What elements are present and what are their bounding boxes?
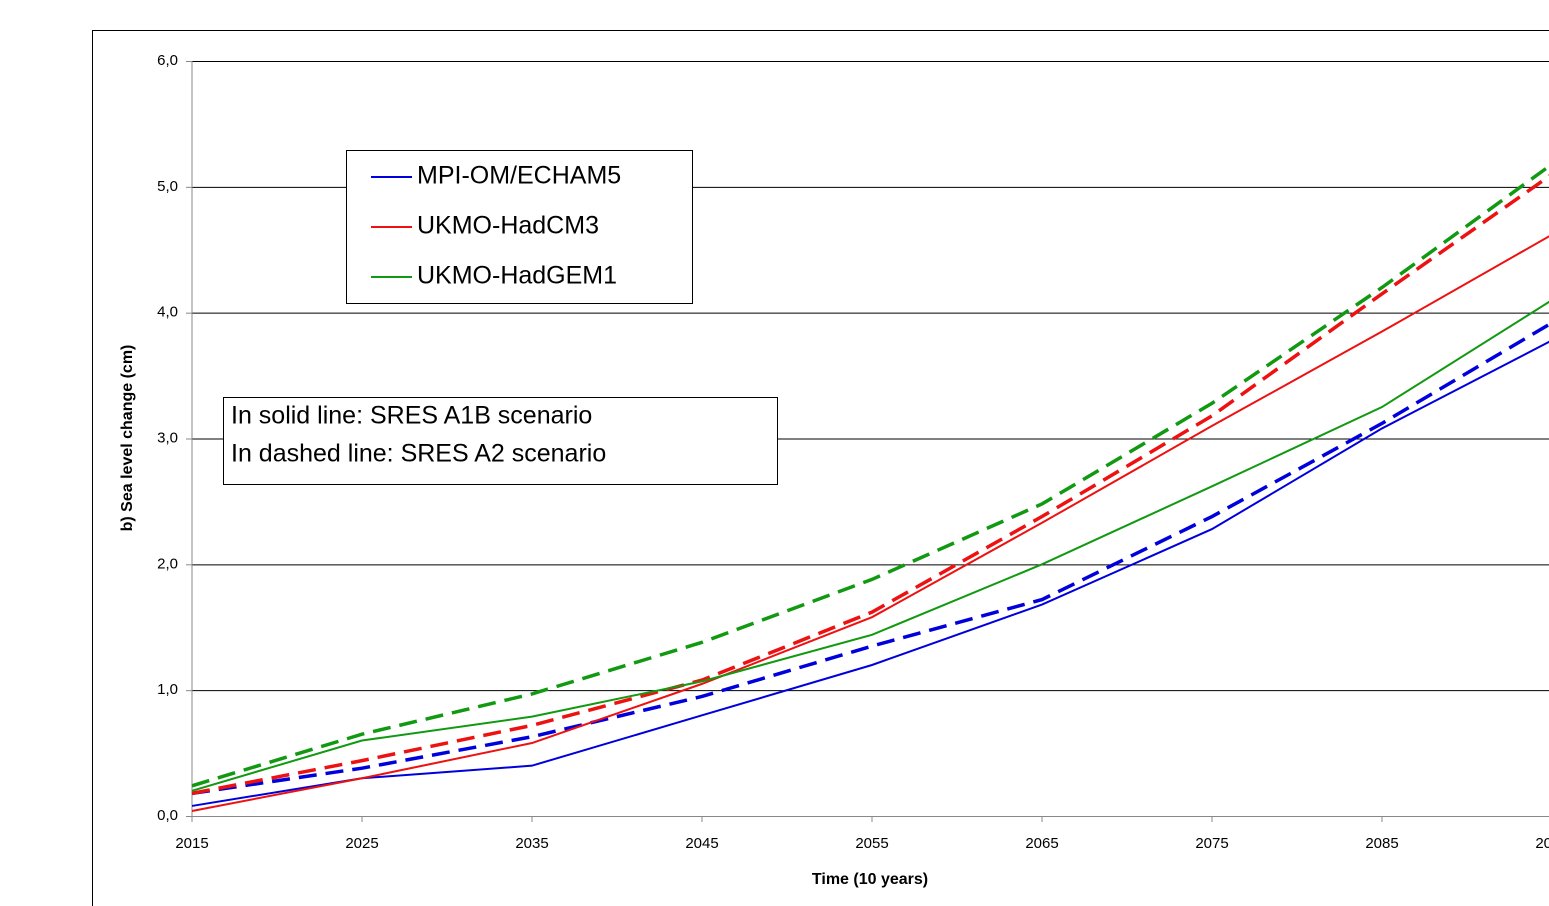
x-tick-label: 2045 (685, 835, 718, 852)
series-line (191, 235, 1549, 812)
legend-label: UKMO-HadGEM1 (417, 262, 617, 290)
note-line: In dashed line: SRES A2 scenario (231, 440, 606, 468)
note: In solid line: SRES A1B scenario In dash… (223, 397, 778, 485)
chart-frame (92, 30, 1549, 906)
y-tick-label: 1,0 (157, 681, 178, 698)
y-tick-label: 5,0 (157, 178, 178, 195)
x-tick-label: 2065 (1025, 835, 1058, 852)
series-line (191, 340, 1549, 807)
lines (191, 164, 1549, 812)
dashed-series-line (191, 174, 1549, 796)
x-tick-label: 2055 (855, 835, 888, 852)
x-tick-label: 2015 (175, 835, 208, 852)
note-box (223, 397, 778, 485)
legend-label: MPI-OM/ECHAM5 (417, 162, 621, 190)
x-tick-label: 2035 (515, 835, 548, 852)
legend: MPI-OM/ECHAM5 UKMO-HadCM3 UKMO-HadGEM1 (346, 150, 693, 304)
x-tick-label: 2095 (1535, 835, 1549, 852)
dashed-series-line (191, 164, 1549, 788)
y-tick-label: 0,0 (157, 807, 178, 824)
y-tick-label: 6,0 (157, 52, 178, 69)
legend-label: UKMO-HadCM3 (417, 212, 599, 240)
x-tick-label: 2025 (345, 835, 378, 852)
ticks: 0,0 1,0 2,0 3,0 4,0 5,0 6,0 2015 2025 2035 2045 205… (157, 52, 1549, 852)
series-line (191, 300, 1549, 792)
y-tick-label: 3,0 (157, 429, 178, 446)
x-axis-title: Time (10 years) (812, 871, 928, 888)
x-tick-label: 2075 (1195, 835, 1228, 852)
note-line: In solid line: SRES A1B scenario (231, 402, 592, 430)
grid (192, 61, 1549, 692)
y-tick-label: 2,0 (157, 555, 178, 572)
x-tick-label: 2085 (1365, 835, 1398, 852)
dashed-series-line (191, 322, 1549, 796)
y-axis-title: b) Sea level change (cm) (119, 345, 136, 532)
y-tick-label: 4,0 (157, 304, 178, 321)
